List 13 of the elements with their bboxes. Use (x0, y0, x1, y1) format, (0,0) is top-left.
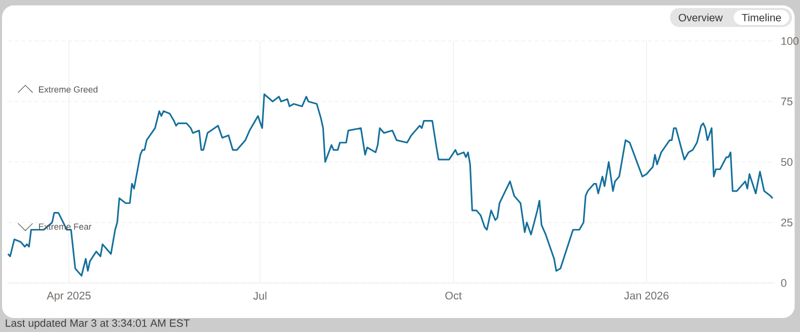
x-tick-label: Oct (445, 292, 462, 300)
x-tick-label: Apr 2025 (46, 292, 91, 302)
y-tick-label: 0 (781, 279, 786, 287)
y-tick-label: 50 (781, 158, 792, 166)
x-tick-label: Jul (253, 292, 266, 300)
text: Last updated Mar 3 at 3:34:01 AM EST (6, 319, 190, 329)
text: Timeline (742, 14, 781, 22)
text: Overview (678, 14, 723, 22)
x-tick-label: Jan 2026 (624, 292, 669, 300)
y-tick-label: 100 (782, 37, 799, 45)
annotation: Extreme Greed (39, 86, 98, 93)
y-tick-label: 75 (781, 98, 792, 106)
y-tick-label: 25 (781, 218, 792, 226)
